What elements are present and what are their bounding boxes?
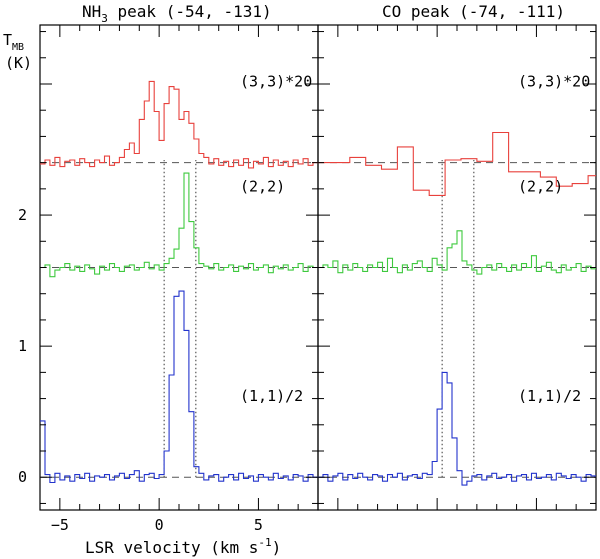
spectrum-nh3-1-1-2 [40,290,318,484]
y-tick-label-0: 0 [18,468,27,486]
series-label-nh3-2-2: (2,2) [240,177,285,195]
series-label-co-1-1-2: (1,1)/2 [518,387,581,405]
spectrum-co-1-1-2 [318,371,596,486]
x-tick-label--5: −5 [51,516,69,534]
spectrum-co-3-3-20 [318,131,596,196]
spectrum-co-2-2 [318,230,596,275]
y-tick-label-2: 2 [18,206,27,224]
series-label-co-2-2: (2,2) [518,177,563,195]
panel-title-co: CO peak (-74, -111) [382,2,565,21]
y-tick-label-1: 1 [18,337,27,355]
series-label-nh3-1-1-2: (1,1)/2 [240,387,303,405]
x-axis-label: LSR velocity (km s-1) [85,536,281,557]
series-label-co-3-3-20: (3,3)*20 [518,73,590,91]
series-label-nh3-3-3-20: (3,3)*20 [240,73,312,91]
spectrum-nh3-3-3-20 [40,80,318,169]
y-axis-label: TMB [3,31,24,53]
panel-title-nh3: NH3 peak (-54, -131) [82,2,272,25]
spectrum-nh3-2-2 [40,172,318,278]
x-tick-label-5: 5 [254,516,263,534]
y-axis-unit: (K) [5,54,32,72]
x-tick-label-0: 0 [155,516,164,534]
